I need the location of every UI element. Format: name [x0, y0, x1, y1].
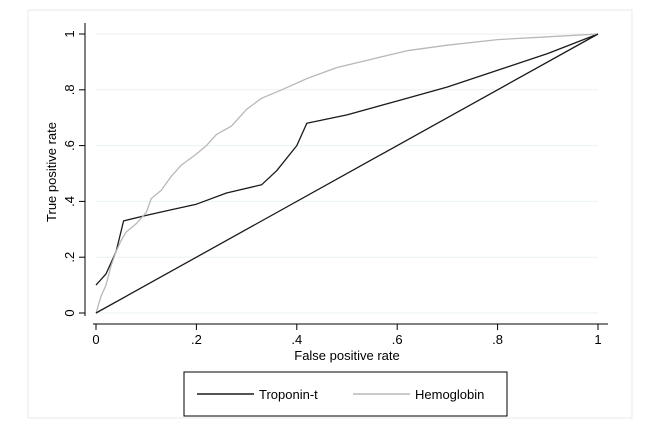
hemoglobin-line	[95, 33, 599, 314]
legend: Troponin-t Hemoglobin	[183, 371, 508, 417]
x-tick-label-0: 0	[92, 332, 99, 347]
y-tick-label-5: 1	[62, 30, 77, 37]
x-tick-label-1: .2	[191, 332, 202, 347]
legend-label-troponin-t: Troponin-t	[259, 387, 318, 402]
y-axis-title: True positive rate	[44, 122, 59, 222]
reference-diagonal-line	[95, 33, 599, 314]
troponin-t-line	[95, 33, 599, 286]
x-axis-title: False positive rate	[294, 348, 400, 363]
axes: 0 .2 .4 .6 .8 1 0 .2 .4 .6 .8 1	[62, 23, 608, 347]
y-tick-label-0: 0	[62, 309, 77, 316]
legend-label-hemoglobin: Hemoglobin	[415, 387, 484, 402]
x-tick-label-2: .4	[291, 332, 302, 347]
y-tick-label-3: .6	[62, 140, 77, 151]
plot-region-frame	[27, 9, 633, 419]
x-tick-label-4: .8	[492, 332, 503, 347]
y-tick-label-2: .4	[62, 196, 77, 207]
series-lines	[95, 33, 599, 314]
x-tick-label-5: 1	[594, 332, 601, 347]
grid-lines	[96, 33, 598, 314]
y-tick-label-1: .2	[62, 252, 77, 263]
y-tick-label-4: .8	[62, 84, 77, 95]
x-tick-label-3: .6	[392, 332, 403, 347]
